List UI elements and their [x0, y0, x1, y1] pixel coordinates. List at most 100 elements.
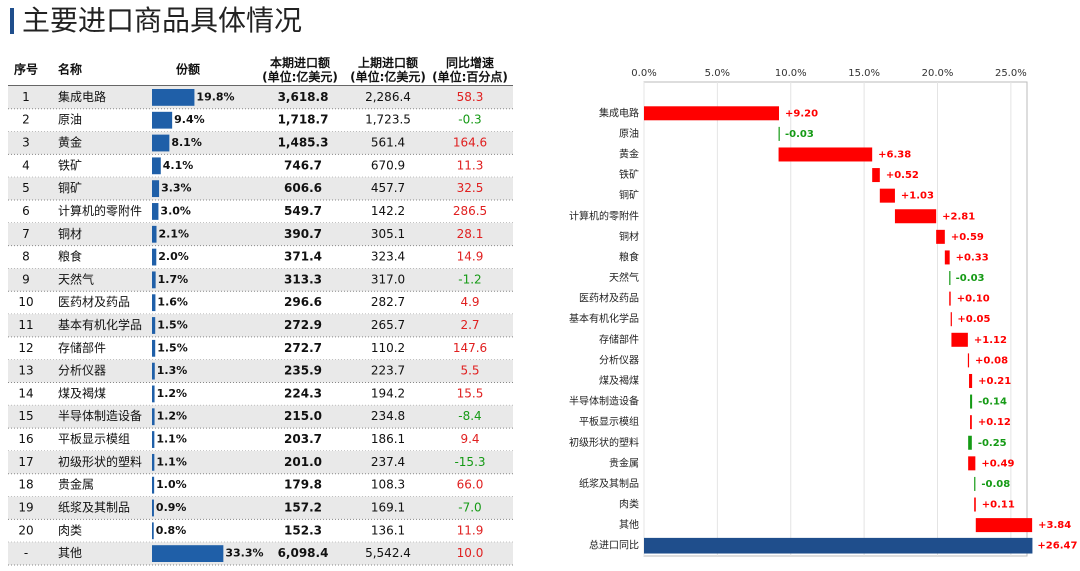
- cell-no: 1: [22, 90, 30, 104]
- cell-share: 2.0%: [158, 250, 189, 263]
- row-bg: [8, 177, 513, 201]
- x-tick-label: 15.0%: [848, 68, 880, 79]
- cell-no: 10: [18, 295, 33, 309]
- cell-growth: 147.6: [453, 341, 487, 355]
- share-bar: [152, 111, 173, 129]
- row-bg: [8, 222, 513, 246]
- cell-name: 粮食: [58, 249, 82, 264]
- share-bar: [152, 225, 157, 243]
- cell-current: 296.6: [284, 295, 322, 309]
- cell-previous: 323.4: [371, 250, 405, 264]
- table-header: 份额: [176, 62, 200, 77]
- y-tick-label: 铁矿: [619, 168, 639, 181]
- cell-name: 其他: [58, 546, 82, 560]
- cell-share: 9.4%: [174, 113, 205, 126]
- value-label: +6.38: [878, 149, 911, 160]
- value-label: -0.03: [785, 129, 814, 140]
- cell-no: 3: [22, 136, 30, 150]
- share-bar: [152, 385, 155, 403]
- cell-share: 1.1%: [156, 433, 187, 446]
- bar: [778, 126, 780, 141]
- cell-share: 33.3%: [225, 547, 263, 560]
- row-bg: [8, 496, 513, 520]
- share-bar: [152, 431, 155, 448]
- cell-previous: 2,286.4: [365, 90, 411, 104]
- bar: [936, 229, 945, 244]
- cell-name: 贵金属: [58, 477, 94, 492]
- value-label: +0.11: [982, 500, 1015, 511]
- bar: [944, 250, 950, 265]
- share-bar: [152, 271, 156, 289]
- share-bar: [152, 545, 224, 562]
- cell-share: 1.2%: [157, 410, 188, 423]
- cell-growth: -1.2: [458, 272, 481, 286]
- cell-share: 1.5%: [157, 341, 188, 354]
- cell-current: 179.8: [284, 478, 322, 492]
- cell-current: 203.7: [284, 432, 322, 446]
- cell-no: 12: [18, 341, 33, 355]
- cell-name: 铁矿: [58, 158, 82, 172]
- cell-growth: 2.7: [460, 318, 479, 332]
- value-label: -0.25: [978, 438, 1007, 449]
- cell-no: 18: [18, 478, 33, 492]
- cell-growth: 28.1: [457, 227, 484, 241]
- cell-no: 11: [18, 318, 33, 332]
- cell-previous: 282.7: [371, 295, 405, 309]
- cell-growth: 10.0: [457, 546, 484, 560]
- cell-name: 煤及褐煤: [58, 385, 106, 400]
- share-bar: [152, 89, 195, 106]
- value-label: +0.49: [981, 458, 1014, 469]
- cell-share: 3.0%: [160, 204, 191, 217]
- cell-growth: 9.4: [460, 432, 479, 446]
- share-bar: [152, 317, 156, 334]
- cell-growth: 14.9: [457, 250, 484, 264]
- cell-no: 8: [22, 250, 30, 264]
- cell-current: 224.3: [284, 386, 322, 400]
- value-label: +0.52: [886, 170, 919, 181]
- value-label: +3.84: [1038, 520, 1071, 531]
- bar: [969, 373, 973, 388]
- cell-no: 14: [18, 386, 33, 400]
- bar: [949, 291, 951, 306]
- cell-share: 2.1%: [159, 227, 190, 240]
- share-bar: [152, 339, 156, 357]
- cell-current: 390.7: [284, 227, 322, 241]
- row-bg: [8, 450, 513, 474]
- cell-current: 1,718.7: [278, 113, 329, 127]
- table-header: 上期进口额(单位:亿美元): [350, 55, 426, 84]
- cell-no: 5: [22, 181, 30, 195]
- page-title: 主要进口商品具体情况: [22, 4, 302, 37]
- cell-current: 272.7: [284, 341, 322, 355]
- bar: [968, 456, 976, 471]
- cell-previous: 136.1: [371, 523, 405, 537]
- cell-share: 0.9%: [156, 501, 187, 514]
- x-tick-label: 20.0%: [922, 68, 954, 79]
- row-bg: [8, 314, 513, 337]
- y-tick-label: 铜材: [619, 230, 639, 243]
- cell-growth: -7.0: [458, 500, 481, 514]
- bar: [778, 147, 873, 162]
- cell-name: 集成电路: [58, 89, 106, 104]
- cell-previous: 237.4: [371, 455, 405, 469]
- cell-previous: 1,723.5: [365, 113, 411, 127]
- cell-share: 1.5%: [157, 319, 188, 332]
- cell-no: 19: [18, 500, 33, 514]
- cell-share: 0.8%: [156, 524, 187, 537]
- title-accent: [10, 8, 14, 34]
- value-label: -0.14: [978, 397, 1007, 408]
- cell-previous: 223.7: [371, 364, 405, 378]
- cell-share: 1.0%: [156, 478, 187, 491]
- y-tick-label: 医药材及药品: [579, 292, 639, 305]
- value-label: +26.47: [1037, 541, 1077, 552]
- cell-current: 606.6: [284, 181, 322, 195]
- y-tick-label: 粮食: [619, 250, 639, 263]
- cell-name: 基本有机化学品: [58, 317, 142, 332]
- cell-growth: 164.6: [453, 136, 487, 150]
- share-bar: [152, 362, 155, 380]
- cell-current: 371.4: [284, 250, 322, 264]
- bar: [894, 209, 937, 224]
- cell-share: 1.1%: [156, 455, 187, 468]
- value-label: +0.10: [957, 294, 990, 305]
- cell-growth: 5.5: [460, 364, 479, 378]
- value-label: -0.08: [981, 479, 1010, 490]
